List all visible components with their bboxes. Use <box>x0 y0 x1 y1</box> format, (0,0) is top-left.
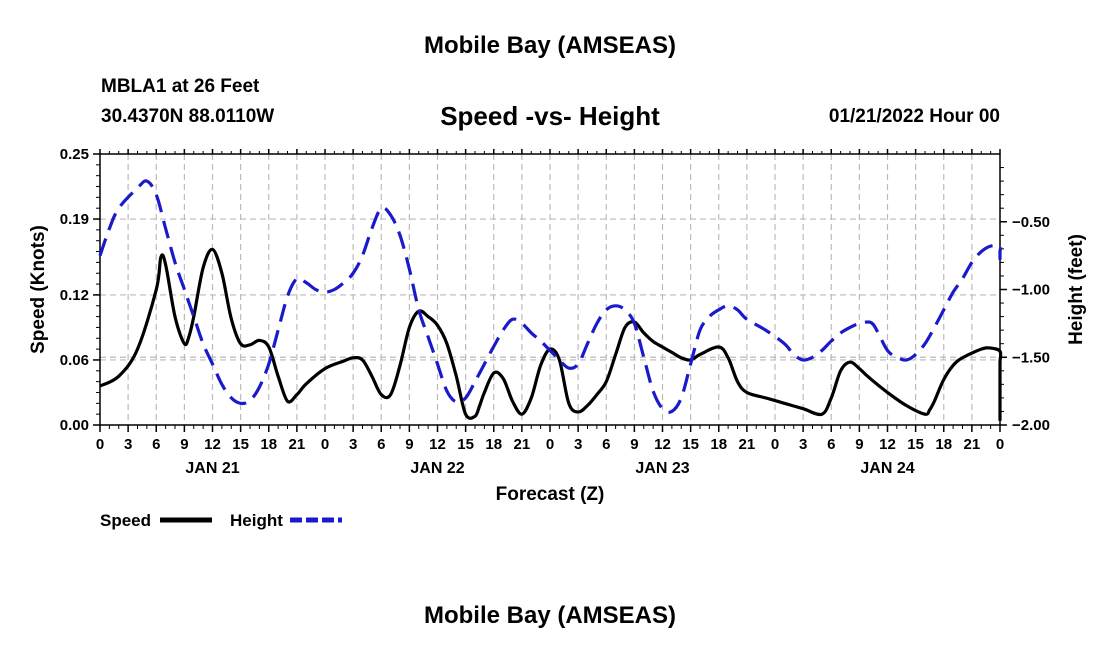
series-line-speed <box>99 247 1003 421</box>
x-tick-label: 18 <box>260 436 277 453</box>
forecast-datetime: 01/21/2022 Hour 00 <box>828 106 1000 127</box>
x-tick-label: 0 <box>546 436 554 453</box>
y2-tick-label: −1.50 <box>1012 349 1050 366</box>
y2-tick-label: −0.50 <box>1012 214 1050 231</box>
x-tick-label: 9 <box>405 436 413 453</box>
x-tick-label: 3 <box>349 436 357 453</box>
chart-subtitle: Speed -vs- Height <box>440 101 660 131</box>
x-tick-label: 21 <box>964 436 981 453</box>
x-tick-label: 18 <box>485 436 502 453</box>
x-tick-label: 3 <box>574 436 582 453</box>
x-tick-label: 21 <box>289 436 306 453</box>
x-tick-label: 15 <box>457 436 474 453</box>
x-tick-label: 18 <box>710 436 727 453</box>
day-label: JAN 23 <box>635 460 689 477</box>
x-tick-label: 15 <box>232 436 249 453</box>
x-tick-label: 12 <box>429 436 446 453</box>
x-tick-label: 9 <box>180 436 188 453</box>
y-tick-label: 0.19 <box>60 211 89 228</box>
y-tick-label: 0.06 <box>60 352 89 369</box>
y2-tick-label: −1.00 <box>1012 282 1050 299</box>
series-line-height <box>98 179 1003 414</box>
legend-label-speed: Speed <box>100 511 151 530</box>
x-tick-label: 15 <box>907 436 924 453</box>
y-tick-label: 0.12 <box>60 287 89 304</box>
coordinates-label: 30.4370N 88.0110W <box>101 106 275 127</box>
x-tick-label: 12 <box>204 436 221 453</box>
main-title: Mobile Bay (AMSEAS) <box>423 32 677 59</box>
day-label: JAN 24 <box>860 460 914 477</box>
x-axis-label: Forecast (Z) <box>496 484 605 505</box>
x-tick-label: 6 <box>827 436 835 453</box>
legend-label-height: Height <box>230 511 283 530</box>
x-tick-label: 3 <box>124 436 132 453</box>
x-tick-label: 0 <box>771 436 779 453</box>
x-tick-label: 0 <box>96 436 104 453</box>
x-tick-label: 21 <box>739 436 756 453</box>
day-label: JAN 21 <box>185 460 239 477</box>
station-label: MBLA1 at 26 Feet <box>101 76 260 97</box>
x-tick-label: 3 <box>799 436 807 453</box>
x-tick-label: 12 <box>654 436 671 453</box>
x-tick-label: 9 <box>630 436 638 453</box>
x-tick-label: 9 <box>855 436 863 453</box>
y2-axis-label: Height (feet) <box>1066 234 1087 345</box>
x-tick-label: 18 <box>935 436 952 453</box>
x-tick-label: 0 <box>996 436 1004 453</box>
x-tick-label: 12 <box>879 436 896 453</box>
y2-tick-label: −2.00 <box>1012 417 1050 434</box>
x-tick-label: 15 <box>682 436 699 453</box>
y-tick-label: 0.25 <box>60 146 89 163</box>
plot-frame <box>99 153 1001 426</box>
y-tick-label: 0.00 <box>60 417 89 434</box>
x-tick-label: 6 <box>152 436 160 453</box>
x-tick-label: 6 <box>602 436 610 453</box>
y-axis-label: Speed (Knots) <box>28 225 49 354</box>
x-tick-label: 6 <box>377 436 385 453</box>
x-tick-label: 0 <box>321 436 329 453</box>
bottom-title: Mobile Bay (AMSEAS) <box>423 602 677 629</box>
day-label: JAN 22 <box>410 460 464 477</box>
x-tick-label: 21 <box>514 436 531 453</box>
